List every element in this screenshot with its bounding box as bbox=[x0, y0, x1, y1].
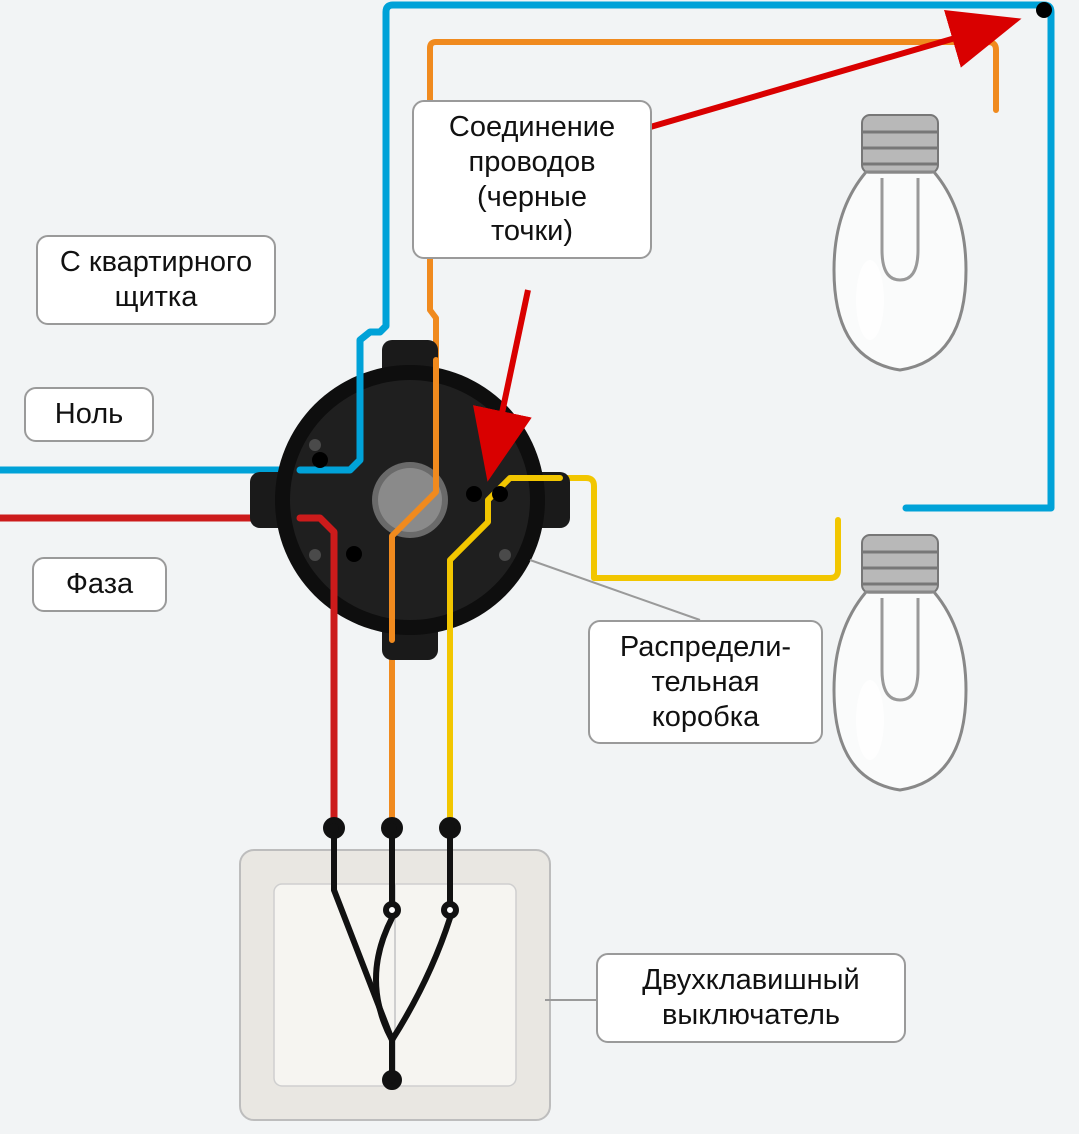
junction-box-icon bbox=[250, 340, 570, 660]
label-switch: Двухклавишныйвыключатель bbox=[596, 953, 906, 1043]
label-panel: С квартирногощитка bbox=[36, 235, 276, 325]
label-junction-box: Распредели-тельнаякоробка bbox=[588, 620, 823, 744]
wiring-diagram: С квартирногощитка Ноль Фаза Соединениеп… bbox=[0, 0, 1079, 1134]
label-phase: Фаза bbox=[32, 557, 167, 612]
label-neutral: Ноль bbox=[24, 387, 154, 442]
lightbulb-icon bbox=[834, 115, 966, 370]
lightbulb-icon bbox=[834, 535, 966, 790]
double-switch-icon bbox=[240, 820, 550, 1120]
label-junction-note: Соединениепроводов(черныеточки) bbox=[412, 100, 652, 259]
